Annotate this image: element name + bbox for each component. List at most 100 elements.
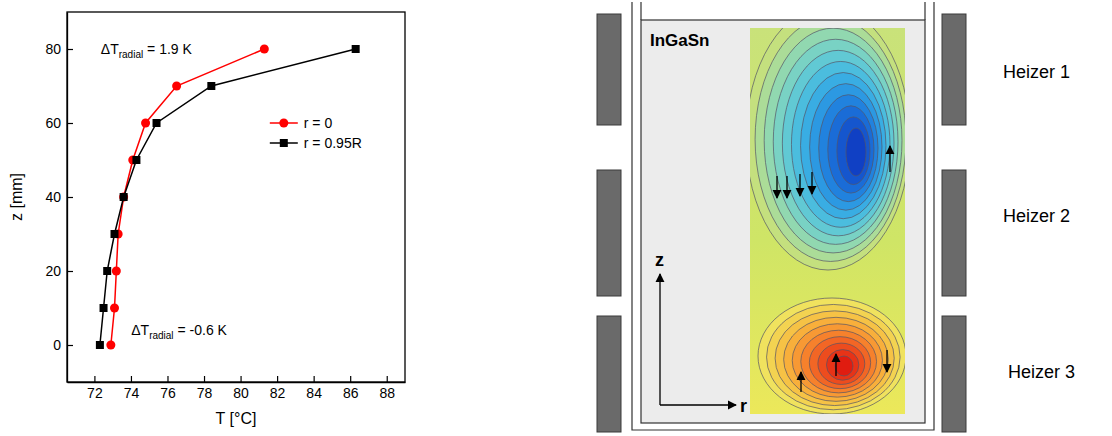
x-tick-label: 78 [197,385,213,401]
contour [818,343,865,384]
contour [837,117,870,185]
annotation-text: ΔT [131,322,149,338]
heater [942,316,966,432]
legend-item: r = 0 [270,115,333,131]
data-point [112,267,121,276]
y-tick: 60 [45,115,73,131]
liquid-label: InGaSn [650,31,710,50]
y-tick-mark [67,271,73,272]
crucible-outer [632,2,934,430]
flow-contours [750,28,905,414]
annotation-text-after: = 1.9 K [143,41,192,57]
data-point [100,304,108,312]
x-tick: 80 [233,376,249,401]
x-axis: 72 74 76 78 80 82 84 86 88 [68,376,406,401]
flow-arrow [811,172,812,194]
data-point [110,304,119,313]
y-tick-label: 40 [45,189,61,205]
data-point [352,45,360,53]
y-axis-title: z [mm] [8,173,25,221]
y-tick: 40 [45,189,73,205]
contour [801,73,886,219]
heater [597,316,621,432]
flow-arrow [799,174,800,196]
heater [597,170,621,296]
x-axis-title: T [°C] [216,410,257,427]
annotation-subscript: radial [149,330,173,341]
contour [782,50,894,235]
x-tick: 78 [197,376,213,401]
flow-arrow [776,176,777,198]
coord-label: z [655,250,664,270]
x-tick-label: 80 [233,385,249,401]
contour [764,28,902,253]
x-tick-mark [94,376,95,382]
x-tick-label: 82 [270,385,286,401]
flow-arrow [886,350,887,372]
y-tick-label: 80 [45,41,61,57]
y-tick: 80 [45,41,73,57]
contour [758,298,905,414]
y-tick-label: 0 [53,337,61,353]
contour [750,28,905,270]
x-axis-line [68,382,406,383]
data-point [207,82,215,90]
data-point [106,341,115,350]
annotation-text: ΔT [101,41,119,57]
diagram: Heizer 1Heizer 2Heizer 3InGaSnzr [597,2,1075,432]
legend-label: r = 0 [304,115,333,131]
contour [792,324,882,397]
x-tick-mark [240,376,241,382]
legend: r = 0 r = 0.95R [270,115,362,151]
annotation: ΔTradial = -0.6 K [131,322,227,341]
legend-item: r = 0.95R [270,135,362,151]
x-tick-label: 72 [87,385,103,401]
plot-area [96,45,360,350]
x-tick-label: 88 [379,385,395,401]
heater [942,14,966,125]
contour [809,337,870,389]
heater [942,170,966,296]
flow-arrow [786,176,787,198]
y-tick-mark [67,345,73,346]
y-tick-mark [67,123,73,124]
contour [835,356,853,376]
x-tick: 88 [379,376,395,401]
contour [819,95,878,202]
coord-axis [659,274,660,405]
contour [801,330,877,393]
data-point [260,45,269,54]
flow-arrow [835,354,836,376]
x-tick: 82 [270,376,286,401]
y-axis: 020406080 [45,13,73,383]
contour [767,304,901,409]
x-tick: 76 [160,376,176,401]
heater-label: Heizer 1 [1003,62,1070,82]
contour [775,311,894,406]
contour [791,61,890,227]
y-tick-label: 60 [45,115,61,131]
heater-label: Heizer 2 [1003,206,1070,226]
data-point [132,156,140,164]
x-tick-label: 84 [306,385,322,401]
x-tick-mark [167,376,168,382]
heater [597,14,621,125]
data-point [120,193,128,201]
canvas: 727476788082848688020406080T [°C]z [mm]r… [0,0,1112,436]
legend-marker [279,119,288,128]
contour [755,28,905,261]
x-tick-mark [387,376,388,382]
x-tick: 86 [343,376,359,401]
series-line [111,49,264,345]
heater-label: Heizer 3 [1008,362,1075,382]
data-point [111,230,119,238]
data-point [119,193,128,202]
annotation: ΔTradial = 1.9 K [101,41,193,60]
y-tick-mark [67,49,73,50]
x-tick-mark [277,376,278,382]
contour [828,106,874,193]
y-tick-mark [67,197,73,198]
legend-label: r = 0.95R [304,135,362,151]
x-tick-label: 74 [124,385,140,401]
contour [846,128,866,176]
